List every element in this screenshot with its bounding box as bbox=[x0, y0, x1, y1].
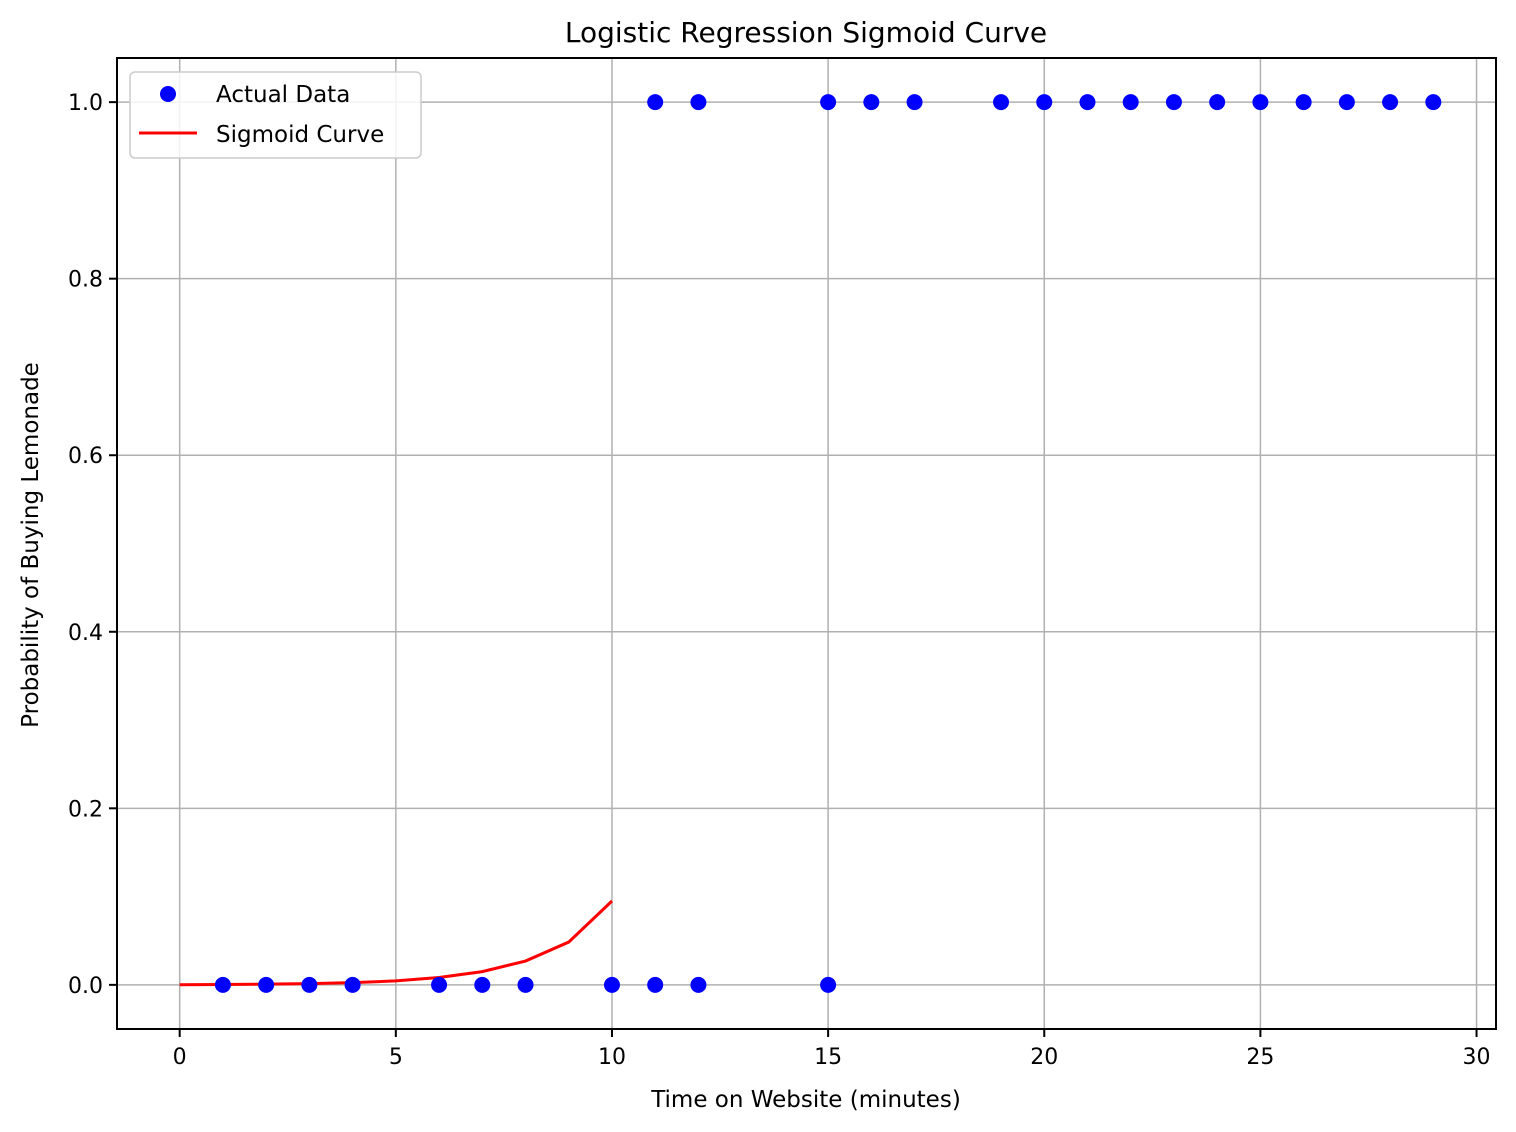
x-axis-label: Time on Website (minutes) bbox=[650, 1087, 961, 1113]
y-tick-label: 0.6 bbox=[68, 444, 103, 469]
data-point bbox=[647, 94, 664, 111]
grid bbox=[117, 58, 1496, 1029]
line-series bbox=[179, 899, 614, 987]
legend-box bbox=[129, 71, 422, 159]
data-point bbox=[1122, 94, 1139, 111]
data-point bbox=[1382, 94, 1399, 111]
y-tick-label: 0.8 bbox=[68, 268, 103, 293]
x-tick-label: 25 bbox=[1246, 1045, 1274, 1070]
data-point bbox=[1295, 94, 1312, 111]
data-point bbox=[647, 976, 664, 993]
data-point bbox=[993, 94, 1010, 111]
data-point bbox=[1338, 94, 1355, 111]
sigmoid-curve-line bbox=[179, 899, 614, 987]
x-tick-label: 20 bbox=[1030, 1045, 1058, 1070]
y-tick-label: 0.0 bbox=[68, 974, 103, 999]
data-point bbox=[1165, 94, 1182, 111]
data-point bbox=[690, 94, 707, 111]
legend-label-actual-data: Actual Data bbox=[216, 82, 350, 108]
data-point bbox=[820, 976, 837, 993]
data-point bbox=[344, 976, 361, 993]
legend-marker-actual-data bbox=[160, 86, 176, 102]
legend: Actual Data Sigmoid Curve bbox=[129, 71, 422, 159]
data-point bbox=[820, 94, 837, 111]
y-axis: 0.0 0.2 0.4 0.6 0.8 1.0 bbox=[68, 91, 117, 999]
x-tick-label: 5 bbox=[389, 1045, 403, 1070]
data-point bbox=[214, 976, 231, 993]
data-point bbox=[1425, 94, 1442, 111]
y-axis-label: Probability of Buying Lemonade bbox=[18, 362, 44, 728]
chart-title: Logistic Regression Sigmoid Curve bbox=[565, 16, 1047, 49]
plot-frame bbox=[116, 57, 1497, 1030]
legend-label-sigmoid-curve: Sigmoid Curve bbox=[216, 122, 384, 148]
x-axis: 0 5 10 15 20 25 30 bbox=[173, 1029, 1491, 1070]
scatter-series bbox=[214, 94, 1442, 993]
data-point bbox=[1079, 94, 1096, 111]
x-tick-label: 15 bbox=[814, 1045, 842, 1070]
y-tick-label: 0.2 bbox=[68, 797, 103, 822]
data-point bbox=[906, 94, 923, 111]
data-point bbox=[1252, 94, 1269, 111]
data-point bbox=[301, 976, 318, 993]
data-point bbox=[863, 94, 880, 111]
data-point bbox=[1036, 94, 1053, 111]
data-point bbox=[474, 976, 491, 993]
data-point bbox=[690, 976, 707, 993]
data-point bbox=[431, 976, 448, 993]
data-point bbox=[517, 976, 534, 993]
data-point bbox=[603, 976, 620, 993]
x-tick-label: 30 bbox=[1463, 1045, 1491, 1070]
x-tick-label: 10 bbox=[598, 1045, 626, 1070]
y-tick-label: 0.4 bbox=[68, 621, 103, 646]
data-point bbox=[1209, 94, 1226, 111]
x-tick-label: 0 bbox=[173, 1045, 187, 1070]
data-point bbox=[258, 976, 275, 993]
y-tick-label: 1.0 bbox=[68, 91, 103, 116]
